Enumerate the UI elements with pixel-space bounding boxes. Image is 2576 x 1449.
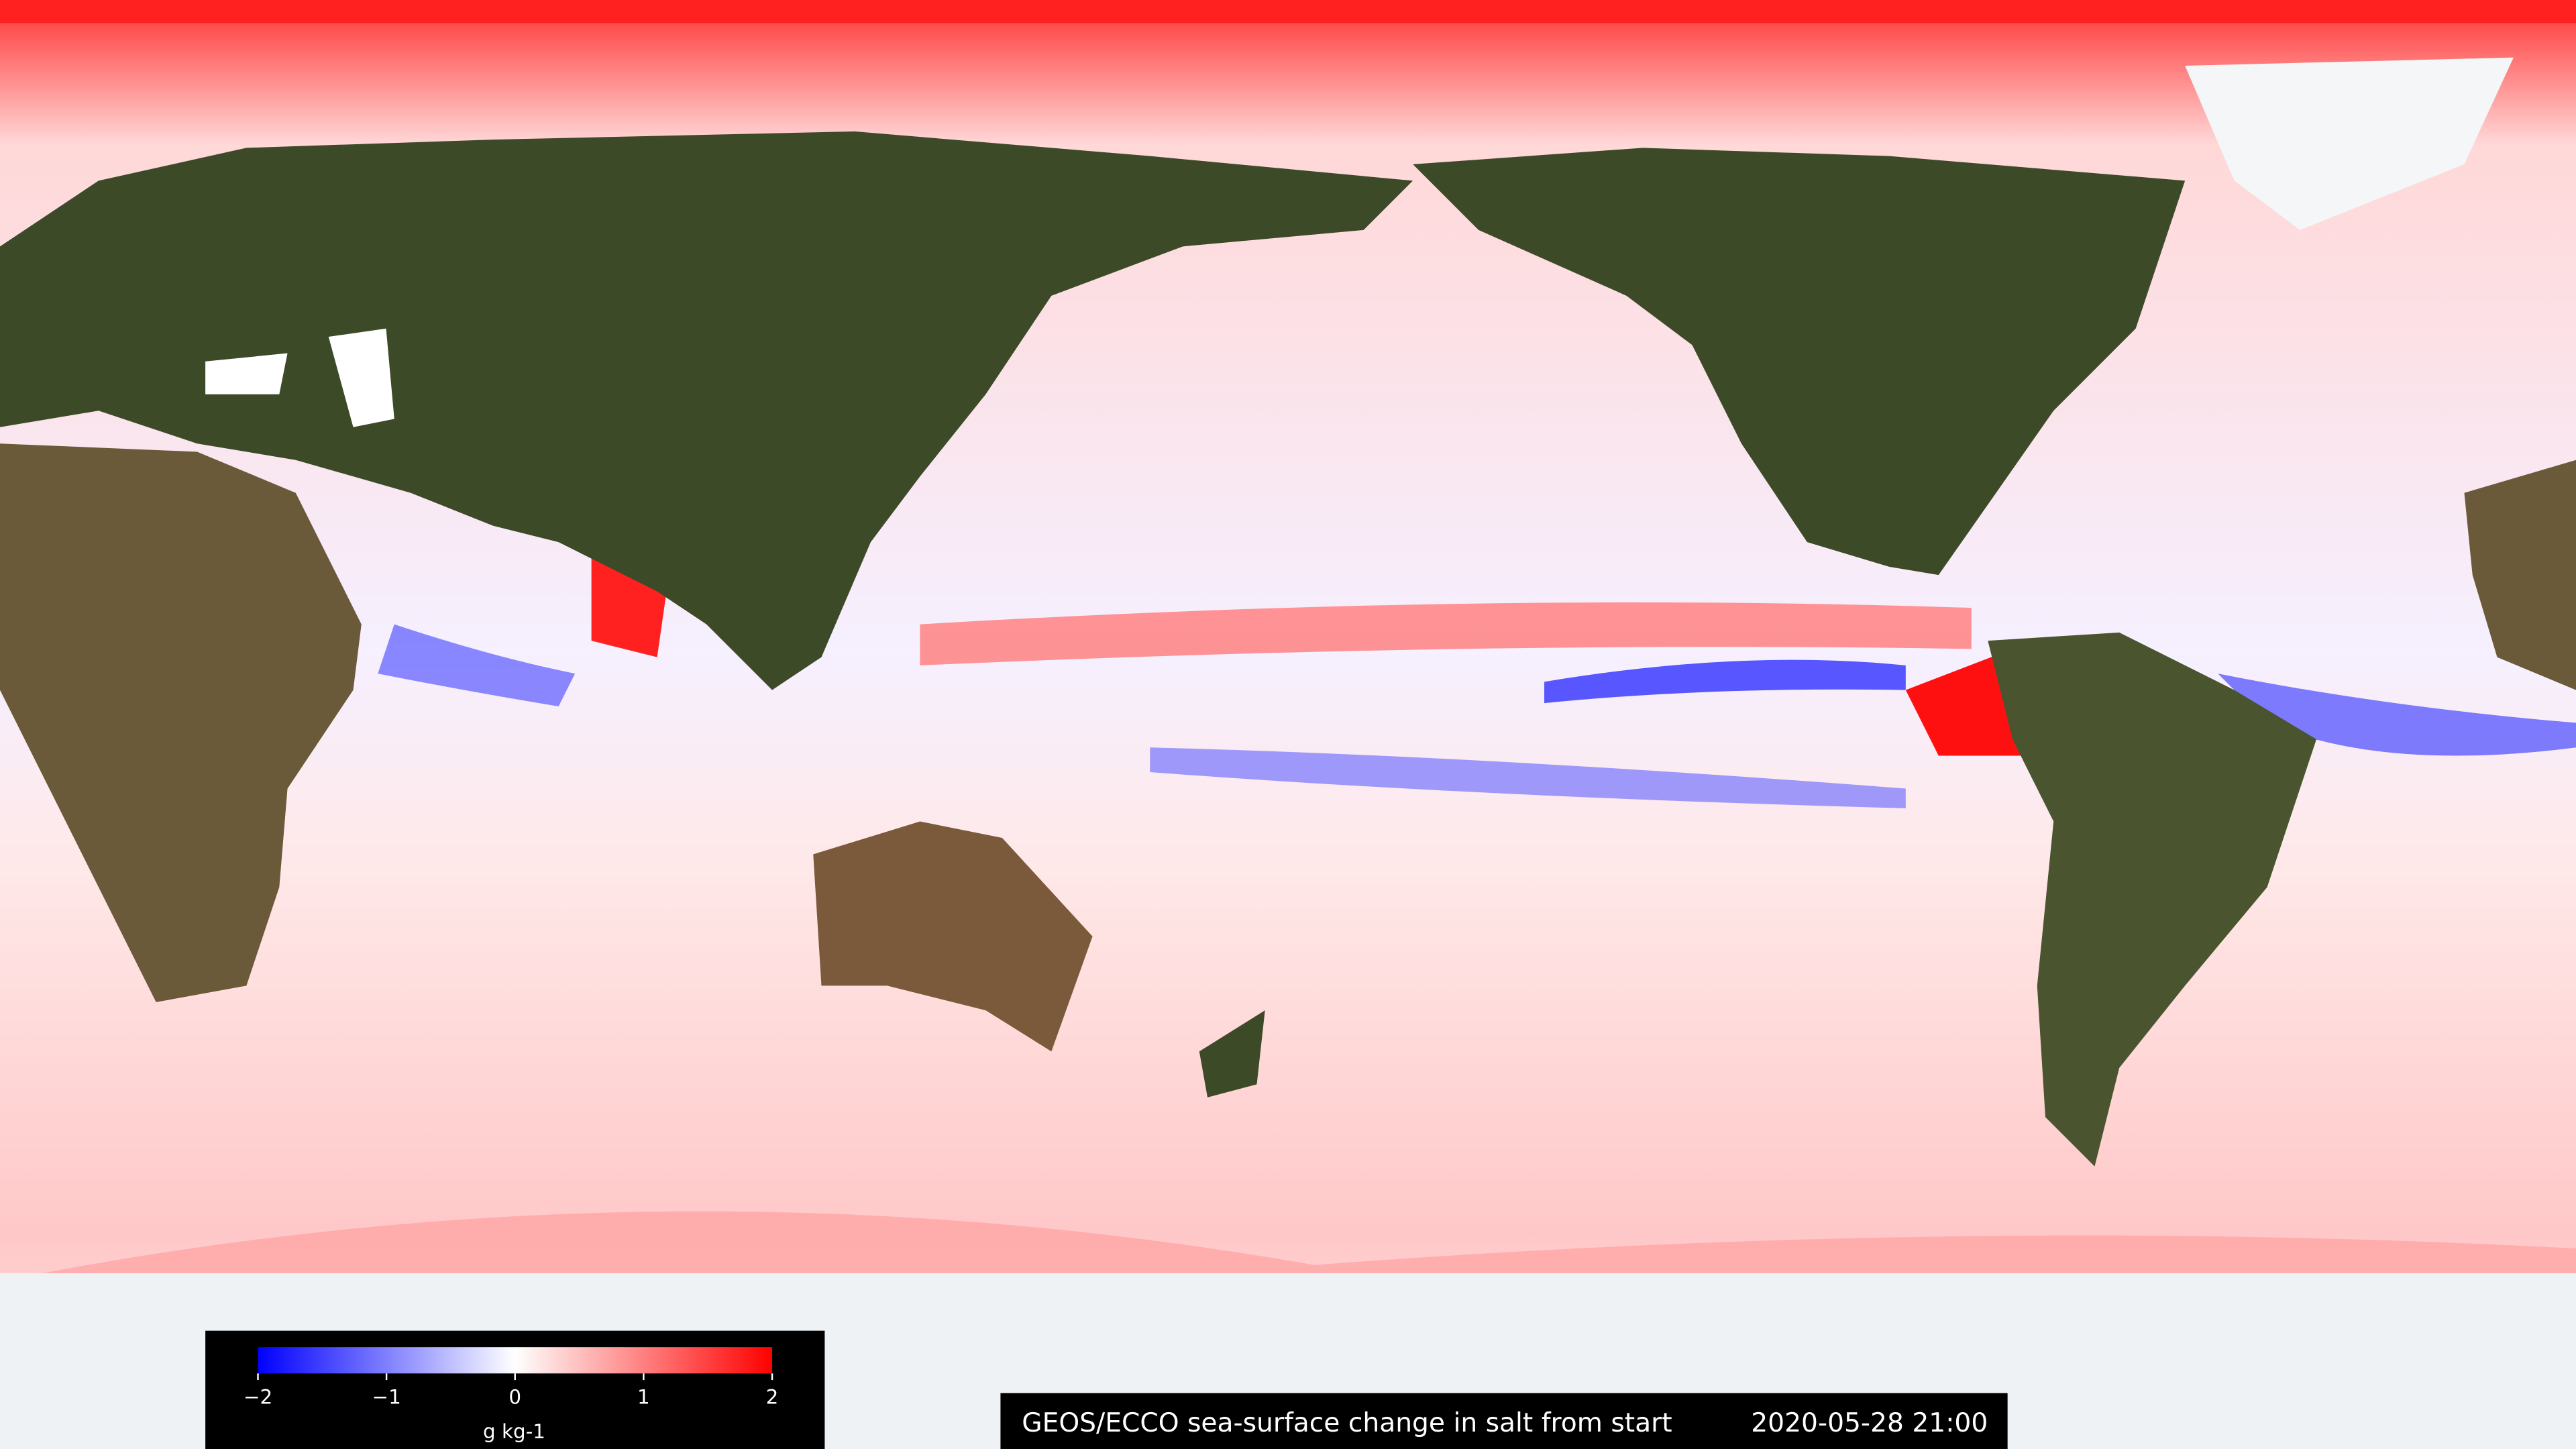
north-america	[1413, 148, 2186, 576]
colorbar-tick-label: −1	[372, 1386, 400, 1409]
arctic-band	[0, 0, 2576, 23]
colorbar-label: g kg-1	[483, 1420, 545, 1443]
salinity-patch	[1905, 649, 2021, 756]
colorbar	[258, 1347, 773, 1374]
colorbar-panel: g kg-1 −2 −1 0 1 2	[205, 1330, 825, 1449]
africa	[0, 443, 362, 1002]
colorbar-tick-label: −2	[244, 1386, 272, 1409]
colorbar-tick-label: 0	[508, 1386, 521, 1409]
australia	[813, 821, 1093, 1052]
colorbar-tick-label: 2	[766, 1386, 779, 1409]
south-america	[1988, 632, 2317, 1167]
equatorial-band	[1150, 747, 1906, 808]
caption-timestamp: 2020-05-28 21:00	[1751, 1408, 1988, 1438]
colorbar-tick-label: 1	[637, 1386, 650, 1409]
africa-west	[2464, 460, 2576, 690]
land-layer	[0, 57, 2576, 1167]
equatorial-band	[1544, 659, 1906, 704]
black-sea	[205, 353, 288, 394]
new-zealand	[1199, 1010, 1265, 1097]
caption-panel: GEOS/ECCO sea-surface change in salt fro…	[1000, 1393, 2008, 1449]
equatorial-band	[920, 602, 1972, 665]
eurasia	[0, 131, 1413, 690]
caption-background	[1000, 1393, 2008, 1449]
greenland	[2185, 57, 2514, 230]
caspian-sea	[328, 328, 394, 427]
caption-title: GEOS/ECCO sea-surface change in salt fro…	[1022, 1408, 1672, 1438]
salinity-patch	[378, 624, 576, 707]
